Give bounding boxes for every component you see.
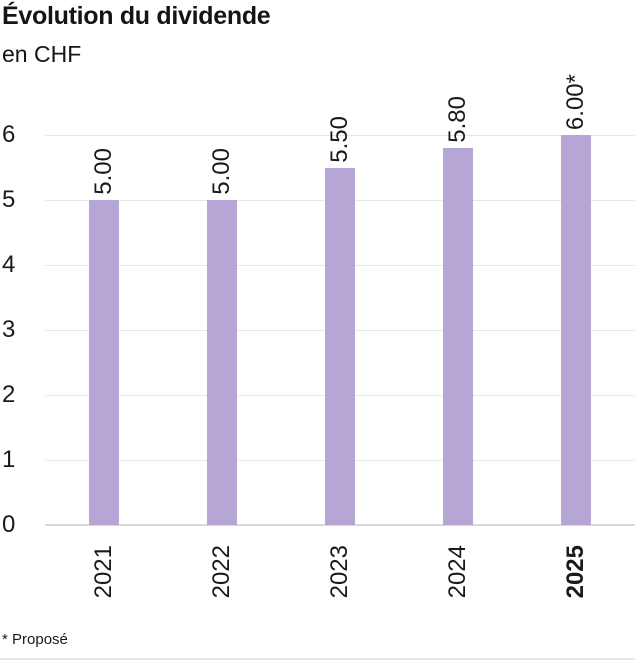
y-axis-tick-label: 5 (2, 186, 16, 213)
x-axis-label-2021: 2021 (90, 545, 117, 599)
bar-2023 (325, 167, 355, 525)
y-axis-tick-label: 3 (2, 316, 16, 343)
bar-value-label: 5.00 (208, 148, 235, 195)
x-axis-label-2022: 2022 (208, 545, 235, 599)
y-axis-tick-label: 4 (2, 251, 16, 278)
y-axis-tick-label: 1 (2, 446, 16, 473)
x-axis-line (45, 524, 635, 526)
chart-footnote: * Proposé (2, 631, 68, 648)
bar-2022 (207, 200, 237, 525)
y-axis-tick-label: 2 (2, 381, 16, 408)
bar-value-label: 5.80 (444, 96, 471, 143)
gridline (45, 134, 635, 136)
x-axis-label-2025: 2025 (562, 545, 589, 599)
chart-title: Évolution du dividende (2, 2, 271, 30)
bar-2021 (89, 200, 119, 525)
bar-value-label: 5.00 (90, 148, 117, 195)
bar-value-label: 5.50 (326, 115, 353, 163)
y-axis-tick-label: 0 (2, 511, 16, 538)
y-axis-tick-label: 6 (2, 121, 16, 148)
bar-2025 (561, 135, 591, 525)
x-axis-label-2024: 2024 (444, 545, 471, 599)
bottom-divider (0, 658, 635, 660)
x-axis-label-2023: 2023 (326, 545, 353, 599)
bar-2024 (443, 148, 473, 525)
bar-value-label: 6.00* (562, 73, 589, 130)
chart-subtitle: en CHF (2, 41, 82, 67)
